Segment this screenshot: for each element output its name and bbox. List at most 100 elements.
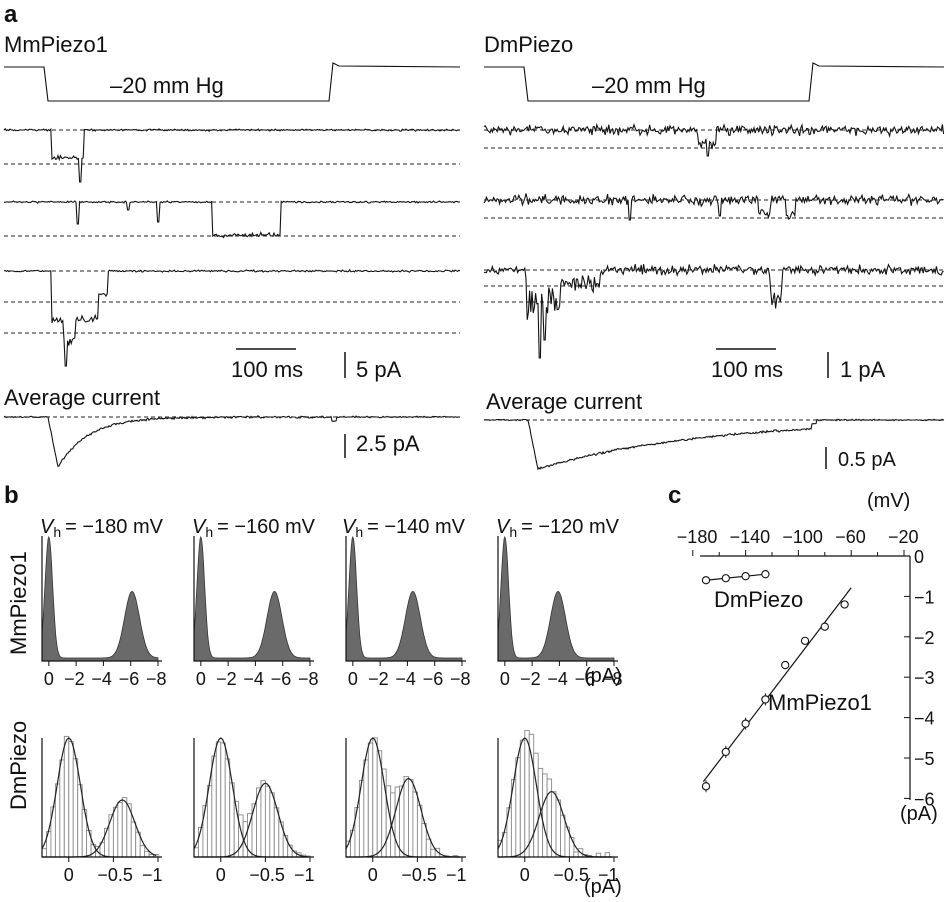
tick-label: −0.5 (553, 865, 589, 885)
average-current-right (483, 418, 945, 471)
histogram-bin (573, 851, 579, 858)
vh-sub: h (205, 524, 213, 540)
y-tick-label: −2 (914, 628, 935, 648)
histogram-fill (497, 535, 615, 662)
histogram-fill (193, 535, 311, 662)
histogram-bin (215, 741, 222, 858)
vh-label-4: Vh = −120 mV (496, 516, 620, 540)
histograms: 0 −2 −4 −6 −8 0 −2 −4 −6 −8 0 −2 −4 −6 −8 0 −2 −4 −6 −8 0 −0.… (41, 535, 623, 885)
data-point-DmPiezo (761, 570, 770, 579)
avg-trace-dm (483, 418, 945, 471)
histogram-dmpiezo-3: 0 −0.5 −1 (345, 737, 467, 885)
row-label-mmpiezo1: MmPiezo1 (6, 551, 31, 655)
tick-label: −2 (368, 669, 389, 689)
histogram-bin (515, 757, 521, 858)
svg-text:Vh= −120 mV: Vh = −120 mV (496, 516, 620, 540)
c-x-unit: (mV) (867, 490, 910, 512)
stimulus-step (4, 62, 461, 102)
histogram-mmpiezo1-2: 0 −2 −4 −6 −8 (193, 535, 319, 689)
tick-label: −1 (598, 865, 619, 885)
histogram-bin (206, 785, 213, 858)
data-point-MmPiezo1 (781, 660, 790, 670)
histogram-bin (104, 827, 110, 858)
histogram-mmpiezo1-4: 0 −2 −4 −6 −8 (497, 535, 623, 689)
svg-text:Vh= −180 mV: Vh = −180 mV (40, 516, 164, 540)
vh-v: V (342, 516, 357, 538)
data-point-MmPiezo1 (741, 719, 750, 728)
trace-mm-2 (3, 200, 461, 239)
vh-sub: h (509, 524, 517, 540)
current-scale-label-right: 1 pA (840, 357, 886, 382)
histogram-dmpiezo-1: 0 −0.5 −1 (41, 735, 163, 885)
avg-scale-label-left: 2.5 pA (356, 431, 420, 456)
histogram-bin (372, 737, 378, 858)
data-point-MmPiezo1 (721, 747, 730, 757)
data-point-MmPiezo1 (840, 600, 849, 609)
histogram-bin (555, 799, 561, 858)
histogram-bin (542, 773, 548, 858)
histogram-bin (430, 848, 436, 858)
time-scale-label-right: 100 ms (711, 357, 783, 382)
time-scale-label-left: 100 ms (231, 357, 303, 382)
histogram-bin (399, 785, 405, 858)
stimulus-step (484, 62, 945, 102)
avg-label-left: Average current (4, 385, 160, 410)
tick-label: 0 (64, 865, 74, 885)
b-unit-top: (pA) (584, 665, 622, 687)
tick-label: −6 (423, 669, 444, 689)
stim-label-right: –20 mm Hg (592, 73, 706, 98)
histogram-bin (282, 834, 289, 858)
tick-label: −2 (520, 669, 541, 689)
vh-value: = −160 mV (217, 516, 316, 538)
tick-label: −0.5 (97, 865, 133, 885)
histogram-bin (412, 791, 418, 858)
trace-mm-3 (3, 268, 461, 367)
data-point-MmPiezo1 (701, 782, 711, 791)
iv-plot: −180 −140 −100 −60 −200 −1 −2 −3 −4 −5 −6 (677, 527, 935, 809)
histogram-bin (604, 852, 611, 858)
histogram-dmpiezo-2: 0 −0.5 −1 (193, 737, 315, 885)
y-tick-label: −5 (914, 749, 935, 769)
hist-axis (193, 738, 314, 858)
tick-label: −6 (119, 669, 140, 689)
histogram-bin (59, 759, 65, 858)
histogram-bin (260, 780, 266, 858)
data-point-DmPiezo (721, 574, 730, 583)
data-point-MmPiezo1 (761, 695, 770, 704)
histogram-bin (425, 838, 432, 858)
trace-dm-2 (483, 193, 944, 221)
tick-label: −8 (298, 669, 319, 689)
vh-v: V (192, 516, 207, 538)
histogram-fill (41, 535, 159, 662)
histogram-bin (144, 850, 150, 858)
vh-sub: h (53, 524, 61, 540)
histogram-bin (367, 742, 374, 858)
hist-axis (497, 738, 618, 858)
c-label-dmpiezo: DmPiezo (714, 587, 803, 612)
single-channel-traces-left (3, 127, 461, 367)
histogram-bin (117, 802, 123, 858)
histogram-bin (264, 785, 271, 858)
tick-label: −4 (547, 669, 568, 689)
y-tick-label: −4 (914, 709, 935, 729)
histogram-bin (130, 821, 137, 858)
row-label-dmpiezo: DmPiezo (6, 721, 31, 810)
avg-label-right: Average current (486, 389, 642, 414)
tick-label: −0.5 (401, 865, 437, 885)
average-current-left (3, 415, 461, 467)
a-right-title: DmPiezo (484, 32, 573, 57)
fit-line-DmPiezo (703, 573, 770, 582)
histogram-bin (269, 792, 275, 858)
histogram-fill (345, 535, 463, 662)
histogram-bin (112, 806, 119, 858)
histogram-bin (224, 758, 231, 858)
tick-label: 0 (348, 669, 358, 689)
hist-axis (345, 536, 466, 662)
tick-label: 0 (520, 865, 530, 885)
histogram-bin (220, 742, 226, 858)
hist-axis (193, 536, 314, 662)
histogram-bin (524, 730, 530, 858)
stimulus-trace-left (4, 62, 461, 102)
y-tick-label: −6 (914, 789, 935, 809)
histogram-mmpiezo1-1: 0 −2 −4 −6 −8 (41, 535, 167, 689)
